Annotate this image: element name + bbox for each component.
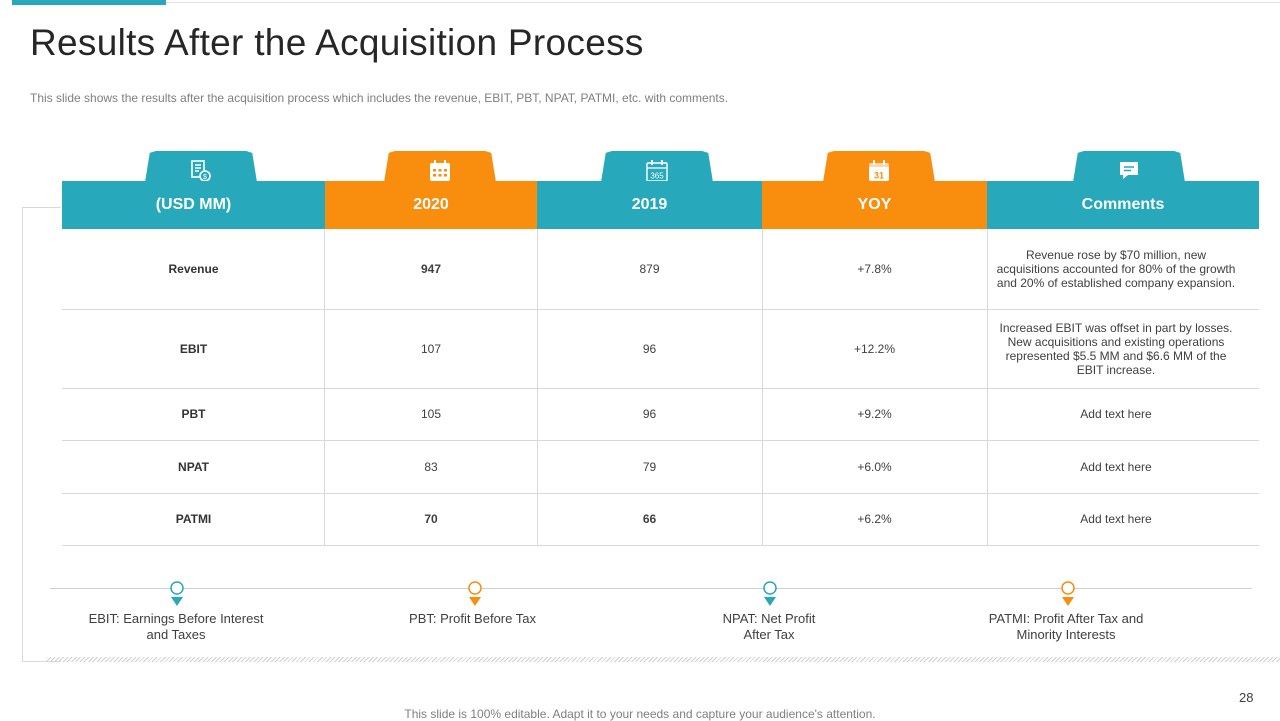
value-yoy: +7.8% bbox=[857, 262, 892, 276]
header-2019: 2019 bbox=[537, 181, 762, 229]
pin-marker-icon bbox=[468, 581, 482, 606]
definition-npat: NPAT: Net Profit After Tax bbox=[722, 611, 816, 642]
slide-subtitle: This slide shows the results after the a… bbox=[30, 91, 729, 105]
svg-text:31: 31 bbox=[874, 171, 884, 181]
row-divider bbox=[62, 440, 1259, 441]
comment-cell: Revenue rose by $70 million, new acquisi… bbox=[996, 248, 1236, 290]
svg-text:$: $ bbox=[203, 174, 207, 181]
definition-pbt: PBT: Profit Before Tax bbox=[409, 611, 536, 626]
comment-cell: Increased EBIT was offset in part by los… bbox=[999, 320, 1233, 377]
value-yoy: +9.2% bbox=[857, 407, 892, 421]
header-yoy: YOY bbox=[762, 181, 987, 229]
value-2019: 66 bbox=[642, 512, 657, 526]
header-comments: Comments bbox=[987, 181, 1259, 229]
column-divider bbox=[537, 229, 538, 546]
tab-yoy: 31 bbox=[822, 151, 936, 183]
top-accent-bar bbox=[12, 0, 166, 5]
metric-cell: NPAT bbox=[178, 459, 209, 474]
value-yoy: +12.2% bbox=[853, 341, 896, 356]
value-2020: 105 bbox=[420, 407, 442, 421]
value-2019: 96 bbox=[642, 341, 657, 356]
row-divider bbox=[62, 388, 1259, 389]
tab-comments bbox=[1072, 151, 1186, 183]
calendar-31-icon: 31 bbox=[869, 160, 889, 181]
pin-marker-icon bbox=[763, 581, 777, 606]
value-yoy: +6.0% bbox=[857, 459, 892, 474]
value-2020: 83 bbox=[424, 459, 438, 474]
value-2019: 879 bbox=[639, 262, 660, 276]
top-rule bbox=[166, 2, 1280, 3]
left-frame-line bbox=[22, 207, 61, 662]
column-divider bbox=[762, 229, 763, 546]
calendar-grid-icon bbox=[430, 160, 450, 181]
header-2020: 2020 bbox=[325, 181, 537, 229]
metric-cell: PATMI bbox=[175, 512, 212, 526]
pin-marker-icon bbox=[1061, 581, 1075, 606]
column-divider bbox=[324, 229, 325, 546]
hatched-divider bbox=[46, 657, 1280, 662]
svg-text:365: 365 bbox=[650, 172, 664, 181]
column-divider bbox=[987, 229, 988, 546]
row-divider bbox=[62, 309, 1259, 310]
page-number: 28 bbox=[1239, 690, 1254, 705]
value-2020: 107 bbox=[420, 341, 442, 356]
row-divider bbox=[62, 545, 1259, 546]
definition-patmi: PATMI: Profit After Tax and Minority Int… bbox=[988, 611, 1144, 642]
row-divider bbox=[62, 493, 1259, 494]
value-2019: 79 bbox=[642, 459, 657, 474]
pin-marker-icon bbox=[170, 581, 184, 606]
tab-2019: 365 bbox=[600, 151, 714, 183]
comment-cell: Add text here bbox=[1080, 512, 1152, 526]
value-2020: 70 bbox=[424, 512, 438, 526]
metric-cell: EBIT bbox=[179, 341, 208, 356]
definition-ebit: EBIT: Earnings Before Interest and Taxes bbox=[88, 611, 264, 642]
metric-cell: Revenue bbox=[168, 262, 219, 276]
tab-2020 bbox=[383, 151, 497, 183]
metric-cell: PBT bbox=[181, 407, 206, 421]
calendar-365-icon: 365 bbox=[646, 160, 668, 182]
definitions-timeline bbox=[50, 588, 1252, 589]
slide-title: Results After the Acquisition Process bbox=[30, 22, 644, 63]
money-document-icon: $ bbox=[191, 160, 211, 182]
speech-bubble-icon bbox=[1120, 162, 1138, 179]
value-2019: 96 bbox=[642, 407, 657, 421]
value-yoy: +6.2% bbox=[857, 512, 892, 526]
tab-usd-mm: $ bbox=[144, 151, 258, 183]
footer-note: This slide is 100% editable. Adapt it to… bbox=[404, 707, 876, 721]
value-2020: 947 bbox=[420, 262, 442, 276]
header-usd-mm: (USD MM) bbox=[62, 181, 325, 229]
comment-cell: Add text here bbox=[1080, 459, 1152, 474]
comment-cell: Add text here bbox=[1080, 407, 1152, 421]
